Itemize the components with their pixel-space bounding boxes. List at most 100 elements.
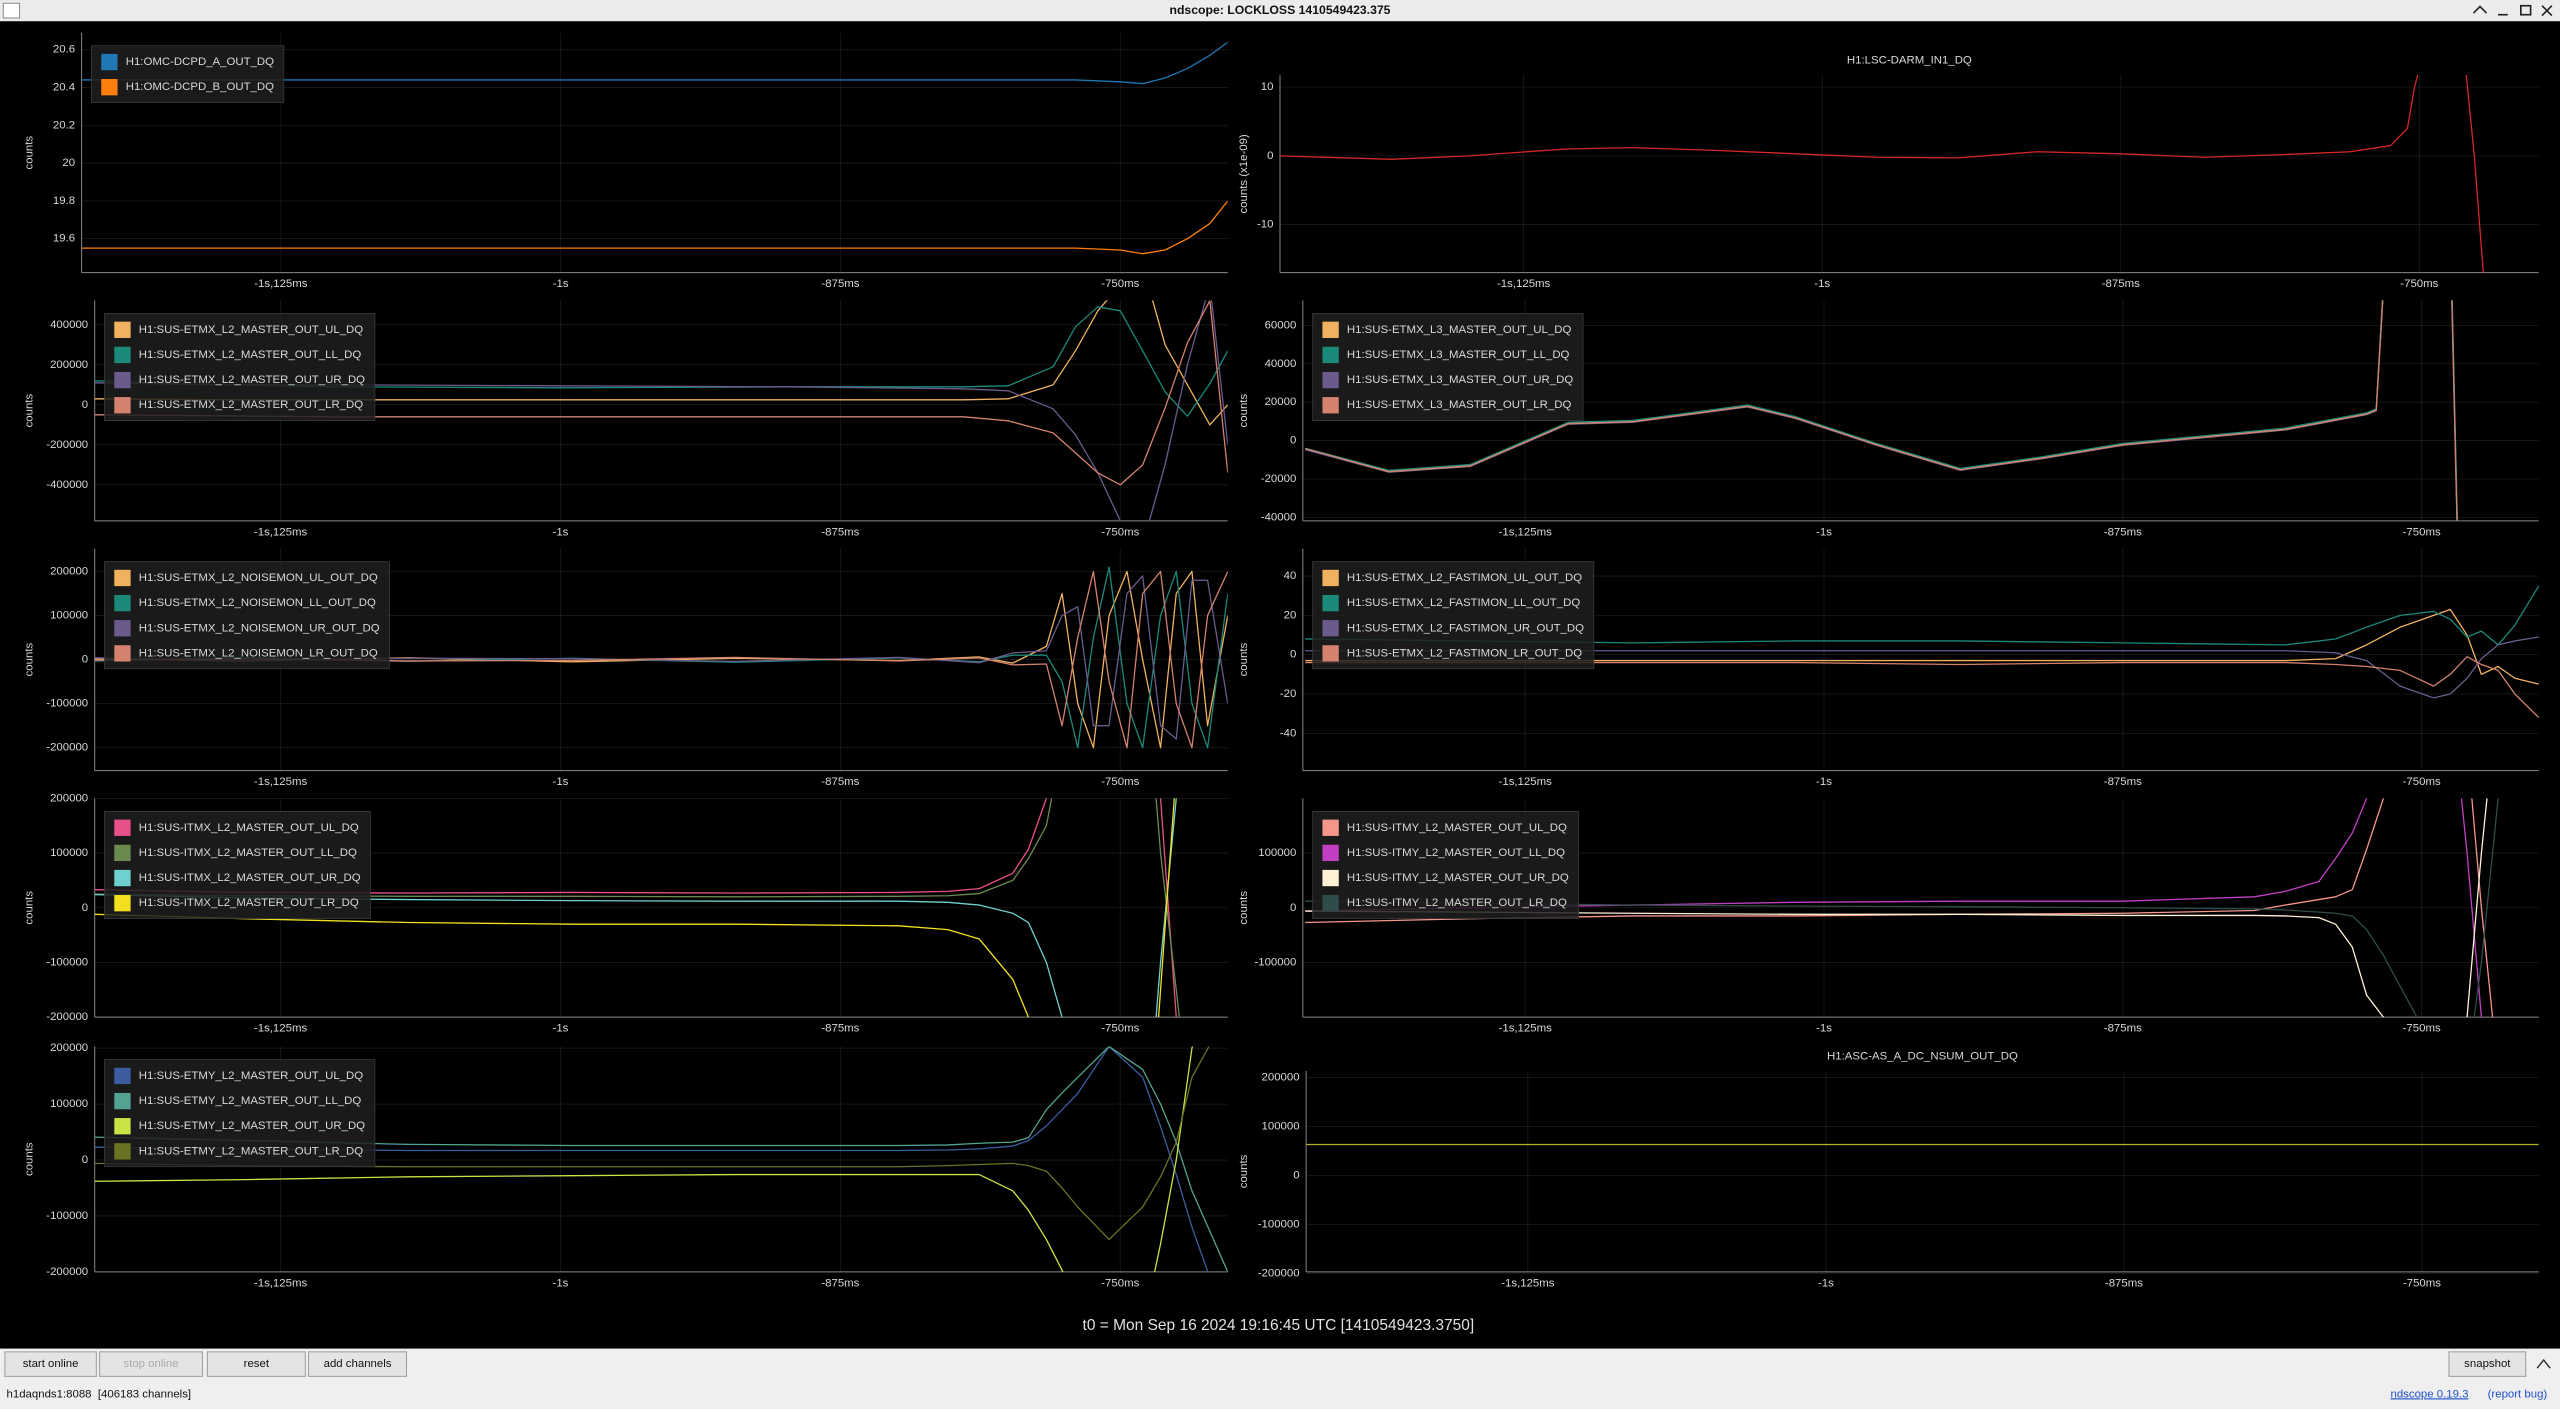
series-line [94,570,1228,749]
series-line [94,300,1228,426]
legend: H1:SUS-ETMX_L2_FASTIMON_UL_OUT_DQ H1:SUS-… [1312,561,1595,670]
legend-swatch [114,869,131,887]
title-bar [0,0,2560,22]
x-tick-label: -1s,125ms [254,1277,308,1289]
version-link[interactable]: ndscope 0.19.3 [2390,1388,2468,1400]
y-tick-label: 200000 [50,566,88,578]
start-online-button[interactable]: start online [4,1351,97,1377]
y-tick-label: 40000 [1265,358,1297,370]
y-tick-label: 0 [1290,435,1296,447]
y-tick-label: -100000 [46,956,88,968]
window-button-close[interactable] [2541,5,2553,17]
button-frame[interactable] [4,1351,97,1377]
x-tick-label: -875ms [2105,1277,2143,1289]
x-tick-label: -750ms [2403,1023,2441,1035]
legend-swatch [101,79,118,96]
y-tick-label: 100000 [1262,1120,1300,1132]
y-tick-label: -100000 [1254,956,1296,968]
legend-swatch [1322,321,1339,338]
x-tick-label: -750ms [2403,1277,2441,1289]
legend-label: H1:SUS-ETMX_L2_FASTIMON_LR_OUT_DQ [1347,647,1582,659]
series-line [1305,636,2539,699]
stop-online-button: stop online [99,1351,203,1377]
y-axis-label: counts [1238,891,1250,925]
y-axis-label: counts [1238,394,1250,428]
series-line [1305,300,2458,521]
y-tick-label: 20000 [1265,396,1297,408]
legend-swatch [114,594,131,612]
legend-swatch [114,645,131,662]
legend-label: H1:SUS-ETMX_L2_NOISEMON_LR_OUT_DQ [139,647,378,659]
plot-title: H1:LSC-DARM_IN1_DQ [1847,54,1972,66]
legend-swatch [101,53,118,71]
legend-label: H1:SUS-ITMY_L2_MASTER_OUT_LL_DQ [1347,847,1565,859]
y-tick-label: 400000 [50,319,88,331]
legend-label: H1:SUS-ETMX_L3_MASTER_OUT_LL_DQ [1347,349,1570,361]
window-button-maximize[interactable] [2520,4,2532,16]
x-tick-label: -1s [1816,526,1832,538]
legend-swatch [1322,645,1339,662]
x-tick-label: -1s,125ms [254,278,308,290]
legend-swatch [114,620,131,637]
legend-label: H1:SUS-ETMX_L3_MASTER_OUT_UR_DQ [1347,374,1573,386]
legend-label: H1:SUS-ITMX_L2_MASTER_OUT_UL_DQ [139,822,359,834]
reset-button[interactable]: reset [206,1351,306,1377]
window-title: ndscope: LOCKLOSS 1410549423.375 [1169,3,1390,17]
series-group [1305,300,2459,521]
y-tick-label: 100000 [50,610,88,622]
series-line [94,306,1228,417]
y-axis-label: counts (x1e-09) [1238,134,1250,213]
x-tick-label: -1s [1818,1277,1834,1289]
button-label[interactable]: add channels [324,1358,392,1370]
legend-swatch [1322,895,1339,912]
button-label[interactable]: snapshot [2464,1358,2511,1370]
series-group [81,41,1228,255]
x-tick-label: -750ms [1101,776,1139,788]
y-tick-label: 0 [82,902,88,914]
y-tick-label: 20 [62,157,75,169]
legend-swatch [114,397,131,414]
button-label[interactable]: reset [244,1358,270,1370]
x-tick-label: -750ms [1101,278,1139,290]
legend-box [104,561,390,670]
y-tick-label: 40 [1284,570,1297,582]
y-tick-label: 100000 [1258,847,1296,859]
x-tick-label: -750ms [1101,1023,1139,1035]
legend-swatch [1322,869,1339,887]
x-tick-label: -750ms [2400,278,2438,290]
legend-swatch [114,1118,131,1135]
y-tick-label: 0 [1290,902,1296,914]
y-tick-label: 0 [1293,1169,1299,1181]
series-line [1305,798,2499,1018]
button-label: stop online [123,1358,178,1370]
button-frame[interactable] [308,1351,408,1377]
series-line [94,1046,1209,1272]
x-tick-label: -875ms [821,1023,859,1035]
legend-label: H1:SUS-ETMX_L2_NOISEMON_UL_OUT_DQ [139,572,378,584]
add-channels-button[interactable]: add channels [308,1351,408,1377]
series-group [94,798,1181,1018]
y-axis-label: counts [23,1142,35,1176]
legend-label: H1:SUS-ETMX_L2_NOISEMON_UR_OUT_DQ [139,622,380,634]
legend-box [104,313,376,421]
y-tick-label: -40 [1280,727,1297,739]
legend-swatch [1322,569,1339,587]
y-tick-label: -200000 [46,439,88,451]
y-tick-label: -10 [1257,219,1274,231]
series-line [94,798,1175,1018]
button-frame[interactable] [2448,1351,2527,1377]
snapshot-button[interactable]: snapshot [2448,1351,2527,1377]
button-frame[interactable] [206,1351,306,1377]
series-group [94,300,1228,521]
window-button-up[interactable] [2472,5,2488,14]
button-label[interactable]: start online [23,1358,79,1370]
report-bug-link[interactable]: (report bug) [2488,1388,2548,1400]
collapse-toggle[interactable] [2536,1358,2551,1369]
x-tick-label: -1s,125ms [1499,776,1553,788]
series-line [94,798,1177,1018]
legend-box [91,45,285,103]
window-icon [2,2,21,19]
series-group [94,566,1228,749]
y-tick-label: -200000 [46,1011,88,1023]
